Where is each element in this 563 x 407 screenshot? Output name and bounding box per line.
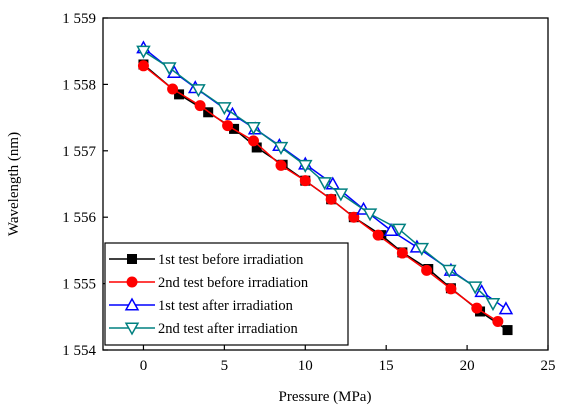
x-axis-label: Pressure (MPa) (279, 389, 372, 405)
data-point (136, 45, 151, 59)
data-point (421, 264, 433, 276)
x-tick-label: 10 (298, 358, 313, 374)
x-tick-label: 5 (221, 358, 229, 374)
legend-item: 2nd test before irradiation (109, 275, 309, 291)
data-point (325, 193, 337, 205)
data-point (492, 315, 504, 327)
legend-marker (126, 276, 138, 288)
data-point (174, 89, 185, 100)
legend-label: 1st test after irradiation (158, 298, 294, 314)
data-point (442, 264, 457, 278)
legend-marker (124, 297, 140, 311)
data-point (247, 135, 259, 147)
legend-item: 1st test after irradiation (109, 297, 294, 314)
data-point (396, 247, 408, 259)
data-point (414, 242, 430, 256)
data-point (333, 188, 349, 202)
data-point (194, 100, 206, 112)
data-point (167, 83, 179, 95)
series-4 (136, 45, 501, 312)
y-tick-label: 1 555 (62, 277, 96, 293)
data-point (273, 141, 289, 156)
data-point (317, 177, 332, 191)
data-point (467, 281, 483, 295)
data-point (391, 223, 407, 237)
data-point (222, 120, 234, 132)
data-point (485, 297, 501, 312)
y-tick-label: 1 556 (62, 210, 96, 226)
data-point (162, 62, 177, 76)
legend-marker (127, 254, 137, 264)
legend-label: 1st test before irradiation (158, 252, 304, 268)
x-tick-label: 25 (541, 358, 556, 374)
data-point (383, 222, 399, 237)
y-tick-label: 1 554 (62, 343, 96, 359)
data-point (191, 84, 206, 98)
data-point (362, 208, 378, 222)
data-point (372, 229, 384, 241)
y-tick-label: 1 557 (62, 144, 96, 160)
data-point (445, 283, 457, 295)
data-point (498, 301, 514, 315)
legend-label: 2nd test before irradiation (158, 275, 309, 291)
series-layer (136, 40, 514, 336)
legend-item: 2nd test after irradiation (109, 321, 298, 337)
legend-item: 1st test before irradiation (109, 252, 304, 268)
x-tick-label: 15 (379, 358, 394, 374)
data-point (251, 142, 262, 153)
y-tick-label: 1 558 (62, 77, 96, 93)
data-point (297, 159, 313, 173)
x-tick-label: 0 (140, 358, 148, 374)
y-tick-label: 1 559 (62, 11, 96, 27)
axis-layer: 0 5 10 15 20 25 1 554 1 555 1 556 1 557 1 558 1 559 (62, 11, 555, 374)
legend-marker (124, 322, 140, 336)
data-point (471, 302, 483, 314)
series-2 (137, 60, 504, 327)
data-point (217, 102, 232, 116)
data-point (275, 159, 287, 171)
data-point (137, 60, 149, 72)
x-tick-label: 20 (460, 358, 475, 374)
y-axis-label: Wavelength (nm) (6, 132, 22, 236)
data-point (502, 325, 513, 336)
legend: 1st test before irradiation 2nd test befo… (104, 242, 349, 346)
data-point (299, 175, 311, 187)
data-point (246, 122, 261, 136)
legend-label: 2nd test after irradiation (158, 321, 298, 337)
